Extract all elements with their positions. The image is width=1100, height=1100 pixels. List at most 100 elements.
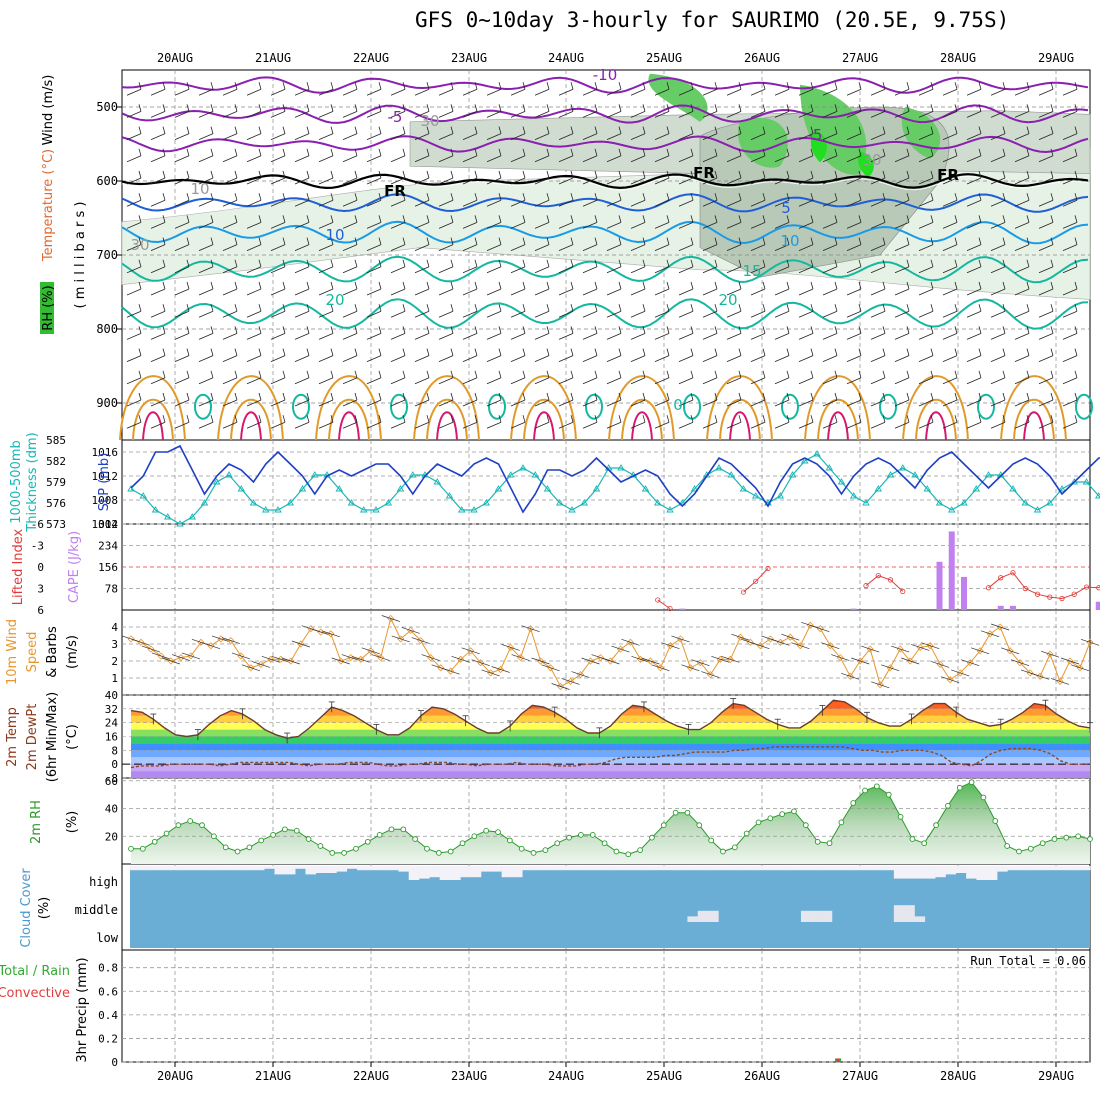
barb (222, 199, 238, 207)
barb-flag (690, 82, 694, 90)
barb (270, 266, 286, 274)
wind-barb-42 (541, 664, 560, 672)
barb-flag (426, 348, 430, 356)
barb (174, 310, 190, 318)
contour-label-5: FR (937, 166, 959, 184)
barb-flag (234, 326, 238, 334)
barb-flag (330, 304, 334, 312)
barb (846, 333, 862, 340)
barb (678, 288, 694, 296)
barb-flag (522, 370, 526, 378)
cloud-high-gap-56 (708, 866, 719, 871)
barb-flag (546, 348, 550, 356)
barb-flag (138, 170, 142, 179)
barb-flag (498, 326, 502, 334)
contour-30-loop-9 (1013, 398, 1055, 441)
barb (126, 155, 142, 163)
barb-flag (762, 82, 766, 90)
barb (126, 177, 142, 185)
barb-flag (1074, 170, 1078, 179)
barb-flag (474, 237, 478, 245)
barb-flag (258, 215, 262, 223)
x-tick-top-22AUG: 22AUG (353, 51, 389, 65)
barb-flag (282, 392, 286, 401)
barb (150, 155, 166, 163)
barb (150, 288, 166, 296)
barb-flag (858, 82, 862, 90)
wind-barb-89 (1010, 659, 1030, 667)
barb (822, 288, 838, 296)
barb-flag (594, 193, 598, 201)
barb-flag (186, 392, 190, 401)
barb-flag (186, 415, 190, 423)
contour-label-3: FR (384, 182, 406, 200)
barb-flag (306, 348, 310, 356)
barb-flag (426, 304, 430, 312)
barb (366, 377, 382, 385)
barb-flag (810, 392, 814, 401)
barb-flag (498, 148, 502, 156)
slp-line (130, 444, 1100, 514)
barb-flag (546, 170, 550, 179)
barb (774, 222, 790, 229)
barb-flag (858, 281, 862, 290)
barb (918, 111, 934, 118)
barb (462, 244, 478, 251)
thickness-point-76 (1058, 485, 1066, 492)
wind-tick-3: 3 (111, 638, 118, 651)
cloud-high-gap-23 (367, 866, 379, 871)
barb-flag (570, 281, 574, 290)
barb (222, 88, 238, 96)
barb-flag (906, 348, 910, 356)
barb (150, 111, 166, 118)
barb (126, 133, 142, 140)
thickness-point-50 (739, 485, 748, 492)
temp-tick--8: -8 (105, 772, 118, 785)
barb (606, 177, 622, 185)
barb-flag (282, 259, 286, 267)
barb-flag (186, 104, 190, 112)
temp-band-3 (131, 750, 1090, 758)
thickness-point-40 (617, 464, 625, 471)
barb-flag (210, 215, 214, 223)
barb-flag (498, 415, 502, 423)
y-tick-900: 900 (96, 396, 118, 410)
barb (1062, 266, 1078, 274)
wind-barb-51 (631, 655, 650, 663)
barb-flag (378, 126, 382, 134)
rh-tick-20: 20 (105, 830, 118, 843)
barb-flag (378, 237, 382, 245)
barb (654, 421, 670, 429)
barb (1038, 333, 1054, 340)
barb-flag (954, 82, 958, 90)
barb-flag (618, 348, 622, 356)
barb (270, 88, 286, 96)
barb (318, 377, 334, 385)
barb-flag (1002, 82, 1006, 90)
barb (918, 399, 934, 407)
barb-flag (546, 215, 550, 223)
barb (678, 88, 694, 96)
cloud-mid-gap-65 (800, 910, 812, 922)
barb-flag (1026, 392, 1030, 401)
rh-point-67 (921, 840, 928, 847)
barb-flag (330, 170, 334, 179)
barb-flag (402, 237, 406, 245)
barb (894, 355, 910, 362)
rh-point-77 (1039, 840, 1046, 847)
x-tick-top-27AUG: 27AUG (842, 51, 878, 65)
barb (654, 244, 670, 251)
cloud-high-gap-77 (924, 866, 936, 879)
barb-flag (330, 348, 334, 356)
ylabel-rh: RH (%) (41, 285, 56, 330)
cloud-high-gap-20 (336, 866, 348, 872)
rh-point-60 (838, 819, 845, 826)
barb-flag (858, 392, 862, 401)
barb (726, 222, 742, 229)
barb (126, 421, 142, 429)
barb-flag (450, 215, 454, 223)
rh-point-38 (578, 832, 584, 838)
barb-flag (570, 304, 574, 312)
cloud-high-gap-54 (687, 866, 699, 871)
